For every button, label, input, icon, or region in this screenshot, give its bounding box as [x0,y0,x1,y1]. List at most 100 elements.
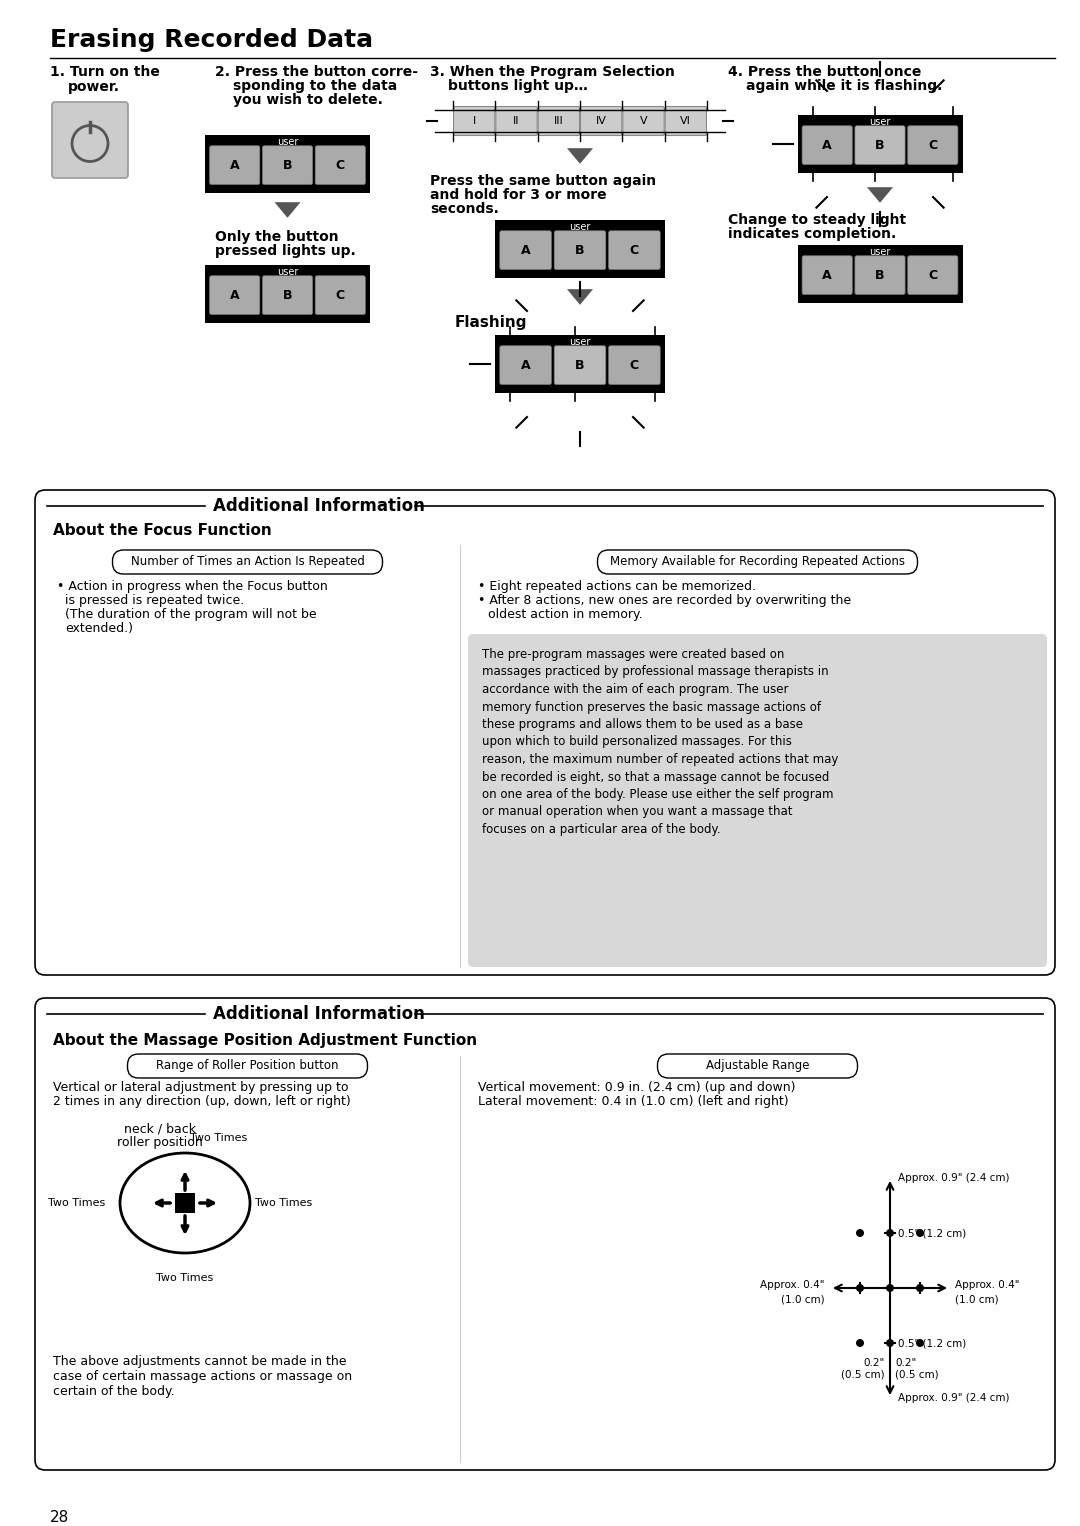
Text: you wish to delete.: you wish to delete. [233,93,383,107]
FancyBboxPatch shape [907,125,958,165]
FancyBboxPatch shape [907,256,958,295]
Circle shape [916,1338,924,1347]
FancyBboxPatch shape [581,107,622,136]
Text: • After 8 actions, new ones are recorded by overwriting the: • After 8 actions, new ones are recorded… [478,594,851,607]
Bar [797,246,962,304]
Text: B: B [875,269,885,282]
Text: • Action in progress when the Focus button: • Action in progress when the Focus butt… [57,580,327,594]
Text: 3. When the Program Selection: 3. When the Program Selection [430,66,675,79]
Text: Range of Roller Position button: Range of Roller Position button [157,1059,339,1073]
FancyBboxPatch shape [127,1054,367,1077]
Text: user: user [276,267,298,278]
Text: sponding to the data: sponding to the data [233,79,397,93]
FancyBboxPatch shape [468,633,1047,967]
Circle shape [886,1283,894,1293]
Text: user: user [869,247,891,256]
FancyBboxPatch shape [500,230,552,270]
Text: 1. Turn on the: 1. Turn on the [50,66,160,79]
Text: Press the same button again: Press the same button again [430,174,657,188]
FancyBboxPatch shape [658,1054,858,1077]
Text: (1.0 cm): (1.0 cm) [955,1294,999,1305]
Text: user: user [276,137,298,146]
Text: Adjustable Range: Adjustable Range [705,1059,809,1073]
Text: Two Times: Two Times [157,1273,214,1283]
Text: (1.0 cm): (1.0 cm) [781,1294,825,1305]
FancyBboxPatch shape [855,256,905,295]
Text: 0.5" (1.2 cm): 0.5" (1.2 cm) [897,1338,967,1347]
Text: A: A [230,159,240,171]
FancyBboxPatch shape [112,549,382,574]
Text: 2. Press the button corre-: 2. Press the button corre- [215,66,418,79]
Text: user: user [569,337,591,346]
Text: A: A [521,359,530,372]
Text: Vertical or lateral adjustment by pressing up to: Vertical or lateral adjustment by pressi… [53,1080,349,1094]
FancyBboxPatch shape [623,107,664,136]
Text: C: C [336,288,345,302]
Circle shape [916,1228,924,1238]
Text: B: B [283,159,293,171]
Bar [495,220,665,278]
Text: Approx. 0.4": Approx. 0.4" [760,1280,825,1289]
FancyBboxPatch shape [609,230,660,270]
Text: Additional Information: Additional Information [213,497,424,514]
FancyBboxPatch shape [262,276,312,314]
FancyBboxPatch shape [802,125,852,165]
Text: III: III [554,116,564,127]
Text: B: B [875,139,885,151]
FancyBboxPatch shape [210,146,260,185]
Text: The above adjustments cannot be made in the
case of certain massage actions or m: The above adjustments cannot be made in … [53,1355,352,1398]
FancyBboxPatch shape [554,346,606,385]
Text: 0.2"
(0.5 cm): 0.2" (0.5 cm) [895,1358,939,1380]
FancyBboxPatch shape [496,107,537,136]
Text: Two Times: Two Times [48,1198,105,1209]
Text: buttons light up…: buttons light up… [448,79,588,93]
Text: • Eight repeated actions can be memorized.: • Eight repeated actions can be memorize… [478,580,756,594]
Text: Approx. 0.4": Approx. 0.4" [955,1280,1020,1289]
Text: oldest action in memory.: oldest action in memory. [488,607,643,621]
Polygon shape [867,188,893,203]
Text: A: A [521,244,530,256]
Text: A: A [822,139,832,151]
Text: Two Times: Two Times [255,1198,312,1209]
Text: C: C [630,244,639,256]
Text: About the Massage Position Adjustment Function: About the Massage Position Adjustment Fu… [53,1033,477,1048]
Text: C: C [928,139,937,151]
Text: 2 times in any direction (up, down, left or right): 2 times in any direction (up, down, left… [53,1096,351,1108]
Text: 4. Press the button once: 4. Press the button once [728,66,921,79]
Bar [205,134,370,192]
FancyBboxPatch shape [52,102,129,179]
Text: V: V [639,116,647,127]
Text: user: user [569,221,591,232]
Circle shape [856,1283,864,1293]
Text: power.: power. [68,79,120,95]
Text: seconds.: seconds. [430,201,499,217]
Circle shape [916,1283,924,1293]
Text: 28: 28 [50,1511,69,1524]
Circle shape [886,1228,894,1238]
Text: Lateral movement: 0.4 in (1.0 cm) (left and right): Lateral movement: 0.4 in (1.0 cm) (left … [478,1096,788,1108]
Text: neck / back: neck / back [124,1123,195,1135]
Text: Approx. 0.9" (2.4 cm): Approx. 0.9" (2.4 cm) [897,1173,1010,1183]
Text: C: C [336,159,345,171]
FancyBboxPatch shape [554,230,606,270]
Text: indicates completion.: indicates completion. [728,227,896,241]
Text: Erasing Recorded Data: Erasing Recorded Data [50,27,373,52]
Text: II: II [513,116,519,127]
Polygon shape [567,290,593,305]
Text: B: B [576,244,584,256]
Polygon shape [567,148,593,163]
Text: roller position: roller position [117,1135,203,1149]
FancyBboxPatch shape [262,146,312,185]
Text: Flashing: Flashing [455,314,527,330]
FancyBboxPatch shape [315,276,365,314]
Circle shape [856,1228,864,1238]
Ellipse shape [120,1154,249,1253]
Text: 0.5" (1.2 cm): 0.5" (1.2 cm) [897,1228,967,1238]
Polygon shape [274,203,300,218]
Text: is pressed is repeated twice.: is pressed is repeated twice. [65,594,244,607]
Text: Number of Times an Action Is Repeated: Number of Times an Action Is Repeated [131,555,364,569]
Circle shape [886,1338,894,1347]
FancyBboxPatch shape [210,276,260,314]
FancyBboxPatch shape [802,256,852,295]
Text: Vertical movement: 0.9 in. (2.4 cm) (up and down): Vertical movement: 0.9 in. (2.4 cm) (up … [478,1080,796,1094]
